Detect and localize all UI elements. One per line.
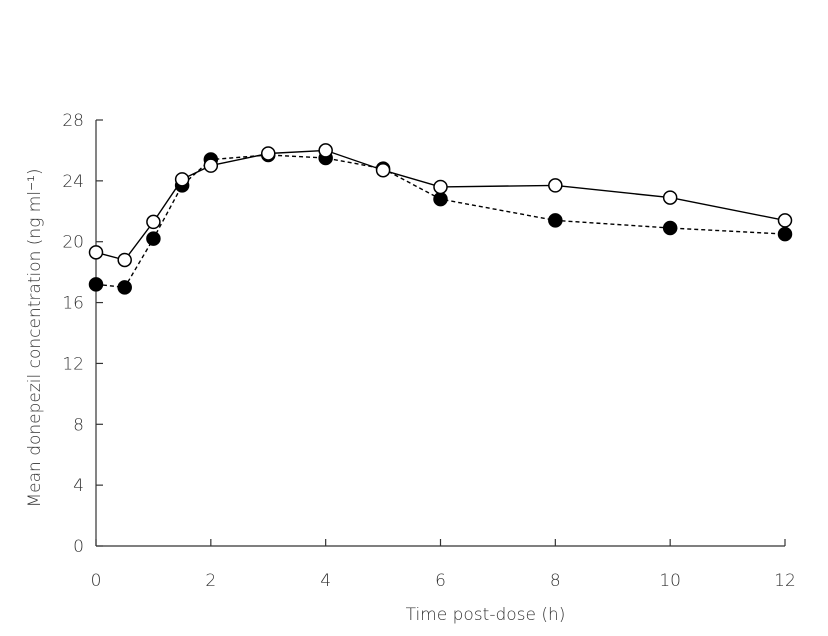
x-tick-label: 2 xyxy=(205,571,216,591)
x-tick-label: 10 xyxy=(659,571,681,591)
data-point-filled xyxy=(117,280,132,295)
data-point-open xyxy=(261,146,276,161)
series-filled xyxy=(88,147,793,295)
data-point-open xyxy=(117,252,132,268)
data-point-filled xyxy=(88,277,104,292)
data-point-filled xyxy=(777,226,793,242)
data-point-open xyxy=(375,162,391,178)
data-point-filled xyxy=(433,191,448,207)
x-tick-label: 4 xyxy=(320,571,331,591)
data-point-open xyxy=(318,143,333,158)
x-tick-label: 6 xyxy=(435,571,446,591)
x-axis-label: Time post-dose (h) xyxy=(406,605,566,625)
y-axis-label: Mean donepezil concentration (ng ml⁻¹) xyxy=(25,168,45,507)
series-open xyxy=(88,143,793,268)
y-tick-label: 8 xyxy=(73,415,84,435)
data-point-filled xyxy=(548,213,563,228)
series-layer xyxy=(88,143,793,295)
y-tick-label: 24 xyxy=(62,172,84,192)
data-point-open xyxy=(662,190,678,205)
x-tick-label: 8 xyxy=(550,571,561,591)
data-point-open xyxy=(433,179,448,195)
series-line xyxy=(95,154,786,289)
y-tick-label: 4 xyxy=(73,476,84,496)
data-point-open xyxy=(777,213,793,228)
data-point-filled xyxy=(662,220,678,236)
x-tick-label: 12 xyxy=(774,571,796,591)
y-tick-label: 0 xyxy=(73,537,84,557)
data-point-open xyxy=(146,214,161,230)
series-line xyxy=(95,149,786,261)
data-point-open xyxy=(174,172,190,187)
y-tick-label: 28 xyxy=(62,111,84,131)
y-tick-label: 12 xyxy=(62,354,84,374)
data-point-filled xyxy=(146,231,161,246)
y-tick-label: 16 xyxy=(62,294,84,314)
x-tick-label: 0 xyxy=(91,571,102,591)
data-point-open xyxy=(203,158,219,173)
data-point-open xyxy=(548,178,563,193)
y-tick-label: 20 xyxy=(62,233,84,253)
data-point-open xyxy=(88,245,104,260)
